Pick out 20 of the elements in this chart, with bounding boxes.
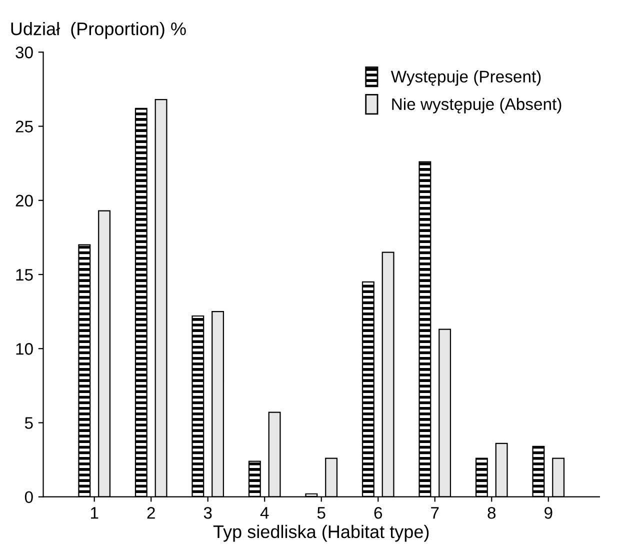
x-tick-label: 3 (204, 507, 212, 519)
x-tick-label: 8 (488, 507, 496, 519)
x-tick-label: 2 (147, 507, 155, 519)
y-tick-label: 15 (16, 269, 33, 281)
x-tick-label: 4 (260, 507, 269, 519)
x-tick-label: 9 (544, 507, 552, 519)
x-tick-label: 6 (374, 507, 382, 519)
legend-label: Występuje (Present) (390, 70, 541, 86)
x-tick-label: 5 (317, 507, 326, 519)
y-tick-label: 20 (16, 194, 33, 207)
x-axis-title: Typ siedliska (Habitat type) (213, 524, 429, 542)
y-tick-label: 10 (16, 343, 33, 355)
legend-label: Nie występuje (Absent) (392, 98, 562, 114)
y-tick-label: 0 (24, 491, 33, 504)
x-tick-label: 1 (90, 507, 98, 519)
y-tick-label: 30 (16, 46, 33, 58)
x-tick-label: 7 (431, 507, 439, 519)
y-tick-label: 25 (16, 120, 33, 132)
y-axis-title: Udział (Proportion) % (11, 22, 186, 39)
y-tick-label: 5 (24, 417, 33, 429)
